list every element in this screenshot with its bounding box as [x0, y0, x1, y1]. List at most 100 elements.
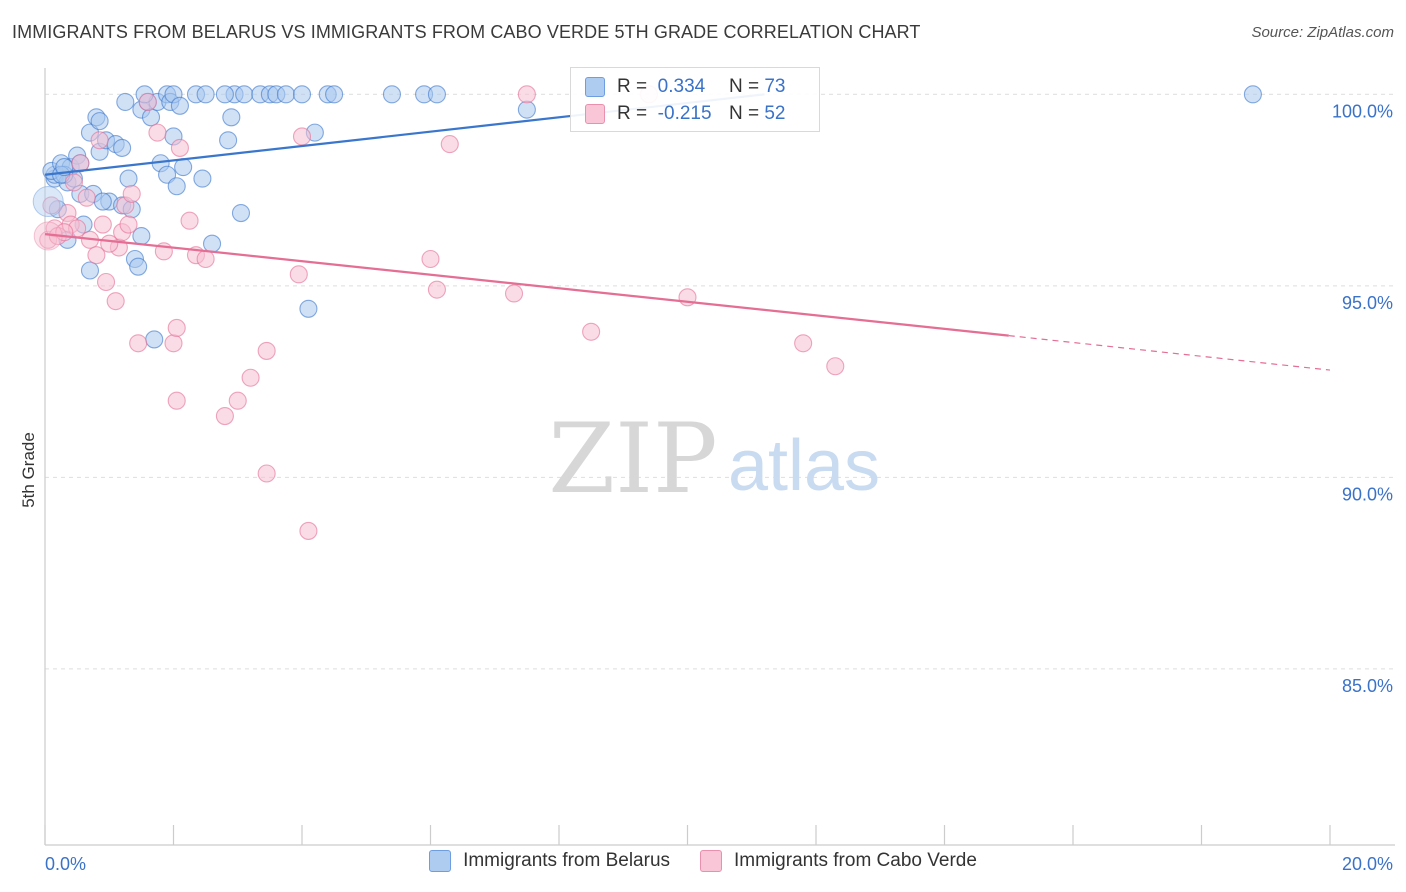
point-belarus [129, 257, 148, 276]
point-cabo-verde [93, 215, 112, 234]
point-cabo-verde [129, 334, 148, 353]
watermark-zip: ZIP [548, 403, 717, 515]
series-legend-belarus[interactable]: Immigrants from Belarus [429, 850, 670, 872]
point-belarus [215, 85, 234, 104]
point-cabo-verde [241, 368, 260, 387]
point-belarus [231, 204, 251, 223]
point-cabo-verde [96, 272, 116, 292]
point-cabo-verde [87, 246, 106, 265]
source-credit: Source: ZipAtlas.com [1251, 24, 1394, 41]
axes [44, 68, 1395, 846]
point-cabo-verde [42, 196, 61, 215]
legend-swatch-belarus [585, 77, 605, 97]
tick-labels: 85.0% 90.0% 95.0% 100.0% 0.0% 20.0% [45, 101, 1393, 874]
point-belarus [382, 85, 402, 104]
legend-n-value: 52 [764, 103, 786, 124]
point-cabo-verde [257, 464, 276, 483]
point-belarus [80, 261, 100, 280]
point-cabo-verde [299, 521, 318, 540]
point-cabo-verde [421, 249, 440, 269]
point-cabo-verde [215, 406, 234, 426]
point-cluster-belarus [32, 186, 64, 218]
point-cabo-verde [164, 334, 183, 353]
point-belarus [203, 234, 222, 253]
correlation-legend: R = 0.334 N = 73 R = -0.215 N = 52 [570, 67, 820, 132]
point-belarus [145, 330, 164, 349]
point-belarus [299, 299, 318, 318]
point-cabo-verde [77, 188, 96, 207]
y-tick-label: 100.0% [1332, 101, 1393, 121]
point-cabo-verde [167, 318, 186, 338]
legend-row-cabo-verde: R = -0.215 N = 52 [585, 102, 785, 126]
point-cabo-verde [167, 391, 186, 410]
point-cabo-verde [292, 127, 312, 146]
series-legend: Immigrants from Belarus Immigrants from … [0, 850, 1406, 872]
point-cabo-verde [119, 215, 138, 234]
point-belarus [276, 85, 295, 104]
legend-r-value: -0.215 [657, 103, 712, 124]
series-legend-cabo-verde[interactable]: Immigrants from Cabo Verde [700, 850, 977, 872]
point-cabo-verde [90, 131, 109, 150]
series-swatch-cabo-verde [700, 850, 723, 872]
point-cabo-verde [582, 322, 601, 341]
series-swatch-belarus [429, 850, 452, 872]
series-label-cabo-verde: Immigrants from Cabo Verde [734, 850, 977, 871]
point-belarus [116, 92, 135, 112]
point-cabo-verde [122, 184, 141, 203]
legend-r-label: R = [617, 103, 648, 124]
x-tick-label: 20.0% [1342, 854, 1393, 874]
point-cabo-verde [826, 357, 845, 376]
point-belarus [427, 85, 446, 104]
point-cabo-verde [100, 234, 119, 253]
point-belarus [170, 96, 189, 115]
point-belarus [167, 177, 186, 196]
watermark: ZIP atlas [548, 403, 880, 515]
y-tick-label: 85.0% [1342, 676, 1393, 696]
point-belarus [292, 85, 312, 104]
point-cabo-verde [517, 85, 536, 104]
point-belarus [222, 108, 241, 127]
point-belarus [517, 100, 536, 119]
legend-swatch-cabo-verde [585, 104, 605, 124]
point-belarus [193, 169, 212, 188]
legend-n-value: 73 [764, 76, 786, 97]
point-cabo-verde [440, 135, 459, 154]
y-axis-label: 5th Grade [19, 432, 38, 508]
watermark-atlas: atlas [728, 426, 880, 506]
trend-line-cabo-verde-extension [1008, 335, 1331, 371]
point-cabo-verde [64, 173, 83, 192]
legend-r-value: 0.334 [657, 76, 706, 97]
point-belarus [219, 131, 238, 150]
point-belarus [141, 108, 161, 127]
y-tick-label: 95.0% [1342, 293, 1393, 313]
point-belarus [90, 112, 109, 131]
point-belarus [196, 85, 215, 104]
point-cabo-verde [257, 341, 276, 360]
y-tick-label: 90.0% [1342, 484, 1393, 504]
x-tick-label: 0.0% [45, 854, 86, 874]
point-belarus [93, 192, 112, 211]
point-belarus [1243, 85, 1262, 104]
legend-row-belarus: R = 0.334 N = 73 [585, 75, 785, 99]
chart-title: IMMIGRANTS FROM BELARUS VS IMMIGRANTS FR… [12, 22, 921, 42]
point-cabo-verde [106, 292, 125, 311]
point-belarus [174, 158, 193, 177]
point-cabo-verde [289, 265, 308, 284]
trend-line-cabo-verde [44, 233, 1009, 337]
legend-n-label: N = [728, 76, 760, 97]
point-cabo-verde [138, 92, 157, 112]
point-cabo-verde [148, 123, 167, 142]
point-belarus [325, 85, 344, 104]
point-belarus [113, 138, 132, 157]
point-cabo-verde [504, 284, 524, 303]
point-cabo-verde [180, 211, 199, 230]
point-cabo-verde [427, 280, 446, 299]
point-belarus [119, 169, 138, 188]
series-label-belarus: Immigrants from Belarus [463, 850, 671, 871]
point-cabo-verde [170, 138, 189, 157]
point-cabo-verde [228, 391, 247, 410]
point-cabo-verde [794, 334, 813, 353]
series-points [39, 85, 845, 540]
legend-r-label: R = [617, 76, 648, 97]
